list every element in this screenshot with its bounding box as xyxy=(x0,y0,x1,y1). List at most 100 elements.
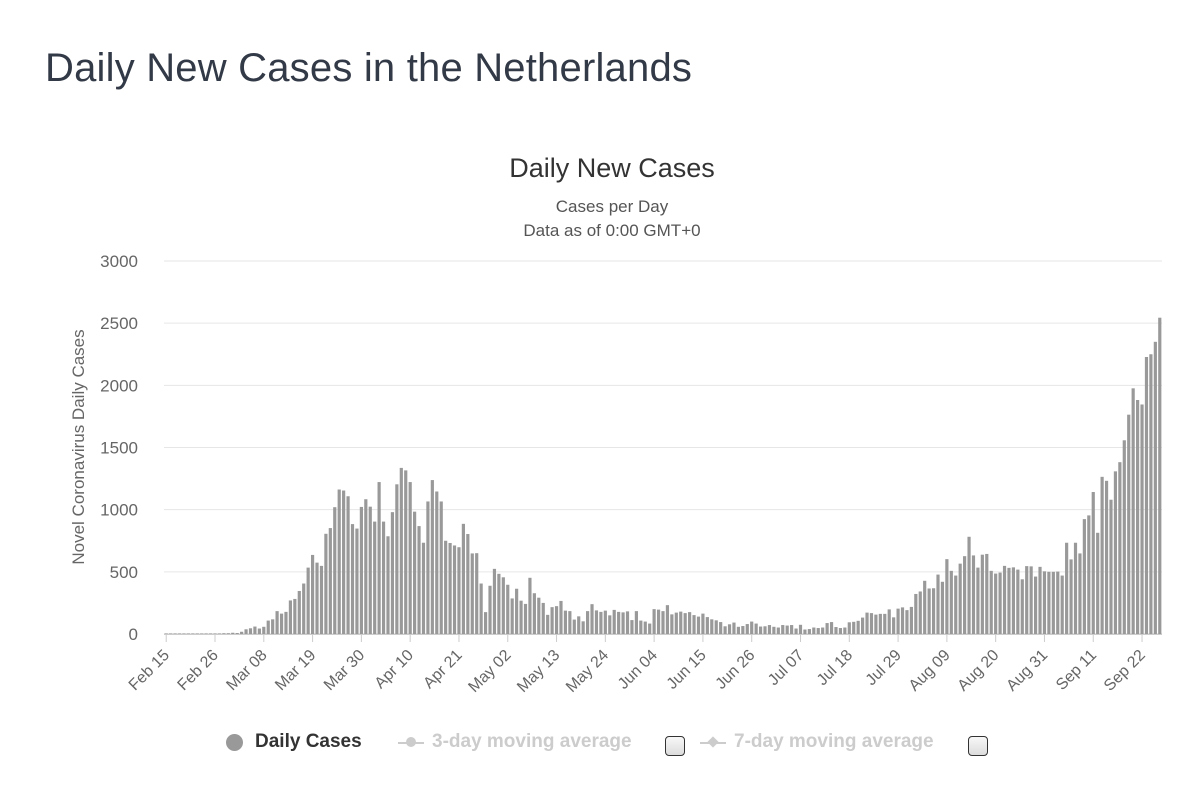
bar[interactable] xyxy=(231,632,235,634)
bar[interactable] xyxy=(457,547,461,634)
bar[interactable] xyxy=(736,626,740,634)
bar[interactable] xyxy=(413,511,417,634)
bar[interactable] xyxy=(714,620,718,634)
bar[interactable] xyxy=(532,593,536,634)
bar[interactable] xyxy=(395,484,399,634)
bar[interactable] xyxy=(1060,575,1064,634)
bar[interactable] xyxy=(674,612,678,634)
bar[interactable] xyxy=(994,573,998,634)
bar[interactable] xyxy=(386,536,390,634)
bar[interactable] xyxy=(821,627,825,634)
bar[interactable] xyxy=(213,633,217,634)
bar[interactable] xyxy=(421,542,426,634)
bar[interactable] xyxy=(661,611,665,634)
bar[interactable] xyxy=(346,496,350,634)
bar[interactable] xyxy=(177,633,182,634)
bar[interactable] xyxy=(373,521,377,634)
bar[interactable] xyxy=(878,613,882,634)
bar[interactable] xyxy=(1025,566,1029,634)
bar[interactable] xyxy=(586,611,590,634)
bar[interactable] xyxy=(368,506,372,634)
bar[interactable] xyxy=(772,626,776,634)
bar[interactable] xyxy=(515,588,519,634)
bar[interactable] xyxy=(461,523,465,634)
bar[interactable] xyxy=(869,613,874,634)
bar[interactable] xyxy=(475,553,479,634)
bar[interactable] xyxy=(1002,565,1007,634)
bar[interactable] xyxy=(798,624,803,634)
bar[interactable] xyxy=(976,567,980,634)
bar[interactable] xyxy=(630,620,634,634)
bar[interactable] xyxy=(519,600,523,634)
bar[interactable] xyxy=(794,628,798,634)
bar[interactable] xyxy=(785,625,789,634)
bar[interactable] xyxy=(253,626,257,634)
bar[interactable] xyxy=(923,580,927,634)
bar[interactable] xyxy=(483,612,488,634)
bar[interactable] xyxy=(342,490,346,634)
legend-item-daily-cases[interactable]: Daily Cases xyxy=(226,731,362,753)
bar[interactable] xyxy=(426,501,430,634)
bar[interactable] xyxy=(417,526,421,634)
bar[interactable] xyxy=(776,627,780,634)
bar[interactable] xyxy=(217,633,222,634)
toggle-3day-average-checkbox[interactable] xyxy=(665,736,685,756)
bar[interactable] xyxy=(710,619,714,634)
bar[interactable] xyxy=(541,602,545,634)
bar[interactable] xyxy=(1140,404,1144,634)
bar[interactable] xyxy=(257,628,261,634)
toggle-7day-average-checkbox[interactable] xyxy=(968,736,988,756)
bar[interactable] xyxy=(1007,567,1011,634)
bar[interactable] xyxy=(466,534,470,634)
bar[interactable] xyxy=(559,600,563,634)
bar[interactable] xyxy=(186,633,190,634)
bar[interactable] xyxy=(812,627,816,634)
bar[interactable] xyxy=(240,631,244,634)
bar[interactable] xyxy=(1091,492,1095,634)
bar[interactable] xyxy=(998,572,1002,634)
bar[interactable] xyxy=(688,612,692,634)
bar[interactable] xyxy=(430,480,434,634)
bar[interactable] xyxy=(523,603,528,634)
bar[interactable] xyxy=(315,562,319,634)
bar[interactable] xyxy=(909,606,913,634)
bar[interactable] xyxy=(364,499,368,634)
bar[interactable] xyxy=(390,512,395,634)
bar[interactable] xyxy=(599,611,603,634)
bar[interactable] xyxy=(896,608,900,634)
bar[interactable] xyxy=(656,609,661,634)
bar[interactable] xyxy=(235,633,239,634)
bar[interactable] xyxy=(319,565,324,634)
bar[interactable] xyxy=(191,633,195,634)
bar[interactable] xyxy=(381,521,386,634)
bar[interactable] xyxy=(861,617,865,634)
bar[interactable] xyxy=(248,628,253,634)
bar[interactable] xyxy=(825,623,829,634)
bar[interactable] xyxy=(1144,356,1149,634)
bar[interactable] xyxy=(208,633,213,634)
bar[interactable] xyxy=(741,626,745,634)
bar[interactable] xyxy=(727,624,732,634)
bar[interactable] xyxy=(834,627,838,634)
bar[interactable] xyxy=(324,533,328,634)
bar[interactable] xyxy=(732,622,736,634)
bar[interactable] xyxy=(1113,471,1118,634)
bar[interactable] xyxy=(568,611,572,634)
bar[interactable] xyxy=(546,614,550,634)
bar[interactable] xyxy=(758,626,763,634)
legend-item-3day-average[interactable]: 3-day moving average xyxy=(398,731,632,753)
bar[interactable] xyxy=(182,633,186,634)
bar[interactable] xyxy=(328,528,332,634)
bar[interactable] xyxy=(306,567,310,634)
bar[interactable] xyxy=(492,568,497,634)
bar[interactable] xyxy=(905,610,909,634)
bar[interactable] xyxy=(980,554,984,634)
bar[interactable] xyxy=(1011,567,1015,634)
bar[interactable] xyxy=(940,581,945,634)
bar[interactable] xyxy=(164,633,168,634)
bar[interactable] xyxy=(625,611,630,634)
bar[interactable] xyxy=(444,540,448,634)
bar[interactable] xyxy=(856,620,860,634)
bar[interactable] xyxy=(200,633,204,634)
bar[interactable] xyxy=(807,629,811,634)
